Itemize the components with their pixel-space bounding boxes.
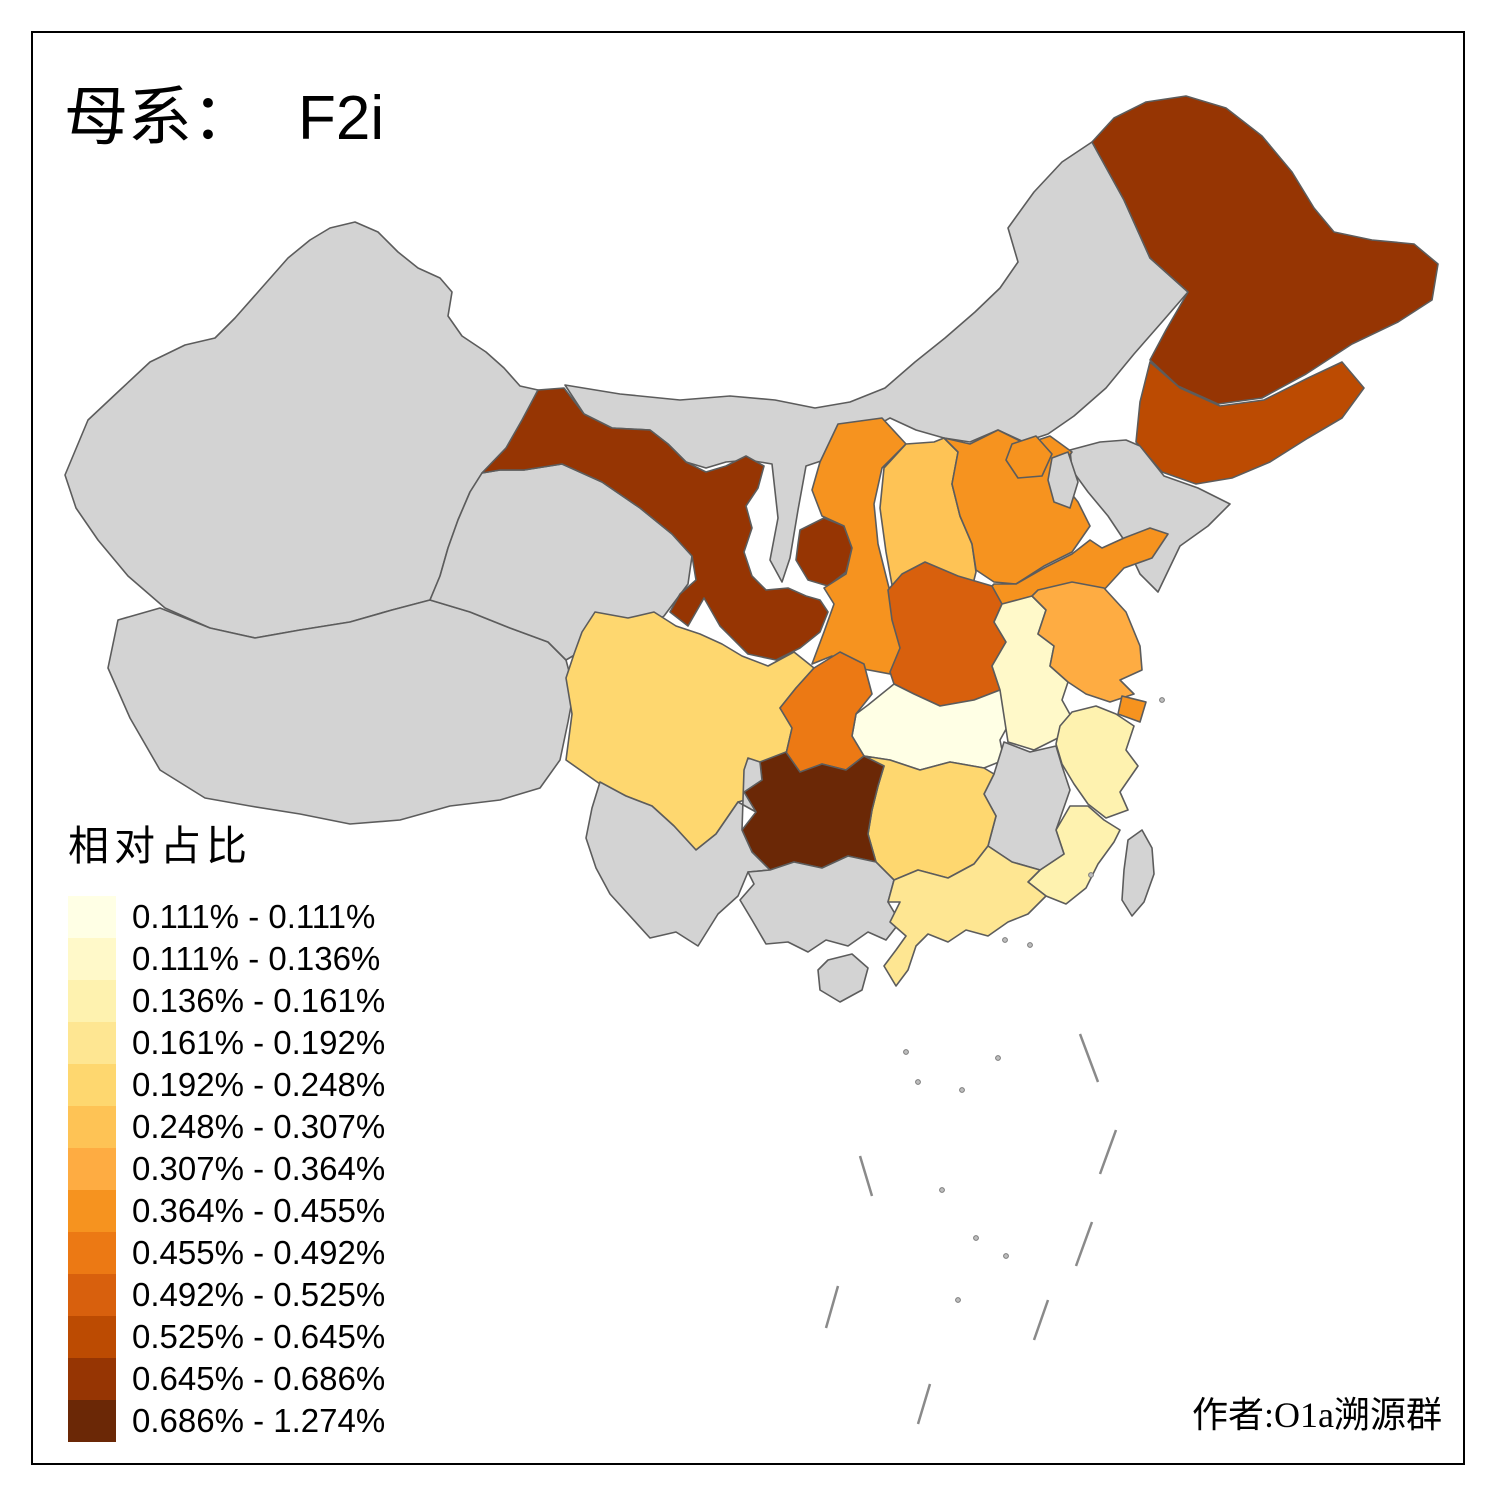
- legend-label: 0.686% - 1.274%: [132, 1402, 386, 1439]
- province-shanghai: [1117, 695, 1147, 723]
- legend: 相对占比 0.111% - 0.111% 0.111% - 0.136% 0.136…: [68, 812, 385, 1442]
- title-prefix: 母系：: [64, 82, 256, 153]
- island-dot: [973, 1235, 979, 1241]
- province-zhejiang: [1055, 705, 1139, 819]
- legend-label: 0.645% - 0.686%: [132, 1360, 386, 1397]
- legend-swatch: [68, 896, 116, 938]
- legend-swatch: [68, 1358, 116, 1400]
- province-beijing: [1005, 435, 1053, 479]
- legend-label: 0.525% - 0.645%: [132, 1318, 386, 1355]
- legend-swatch: [68, 1316, 116, 1358]
- island-dot: [995, 1055, 1001, 1061]
- province-heilongjiang: [1091, 95, 1439, 405]
- island-dot: [915, 1079, 921, 1085]
- legend-swatch: [68, 1064, 116, 1106]
- province-jiangsu: [1031, 581, 1143, 703]
- legend-row: 0.248% - 0.307%: [68, 1106, 385, 1148]
- legend-label: 0.161% - 0.192%: [132, 1024, 386, 1061]
- legend-swatch: [68, 1274, 116, 1316]
- legend-label: 0.492% - 0.525%: [132, 1276, 386, 1313]
- legend-row: 0.364% - 0.455%: [68, 1190, 385, 1232]
- province-tianjin: [1047, 451, 1079, 509]
- legend-swatch: [68, 1106, 116, 1148]
- legend-row: 0.525% - 0.645%: [68, 1316, 385, 1358]
- legend-row: 0.111% - 0.136%: [68, 938, 385, 980]
- legend-swatch: [68, 1190, 116, 1232]
- legend-label: 0.307% - 0.364%: [132, 1150, 386, 1187]
- island-dot: [1027, 942, 1033, 948]
- sea-boundary-dash: [1032, 1299, 1050, 1341]
- island-dot: [1088, 872, 1094, 878]
- province-guizhou: [741, 751, 885, 871]
- sea-boundary-dash: [1074, 1221, 1094, 1267]
- legend-swatch: [68, 1400, 116, 1442]
- legend-label: 0.111% - 0.136%: [132, 940, 381, 977]
- province-guangxi: [739, 855, 901, 953]
- province-liaoning: [1069, 439, 1231, 593]
- sea-boundary-dash: [916, 1383, 932, 1425]
- sea-boundary-dash: [1078, 1033, 1100, 1083]
- legend-row: 0.136% - 0.161%: [68, 980, 385, 1022]
- legend-title: 相对占比: [68, 823, 252, 869]
- sea-boundary-dash: [1098, 1129, 1118, 1175]
- legend-row: 0.645% - 0.686%: [68, 1358, 385, 1400]
- legend-label: 0.192% - 0.248%: [132, 1066, 386, 1103]
- legend-label: 0.364% - 0.455%: [132, 1192, 386, 1229]
- province-henan: [887, 561, 1007, 707]
- province-yunnan: [585, 757, 771, 947]
- legend-row: 0.307% - 0.364%: [68, 1148, 385, 1190]
- title-haplogroup: F2i: [298, 84, 385, 153]
- island-dot: [959, 1087, 965, 1093]
- legend-rows: 0.111% - 0.111% 0.111% - 0.136% 0.136% - 0…: [68, 896, 385, 1442]
- legend-label: 0.455% - 0.492%: [132, 1234, 386, 1271]
- legend-swatch: [68, 980, 116, 1022]
- legend-row: 0.492% - 0.525%: [68, 1274, 385, 1316]
- legend-label: 0.136% - 0.161%: [132, 982, 386, 1019]
- island-dot: [903, 1049, 909, 1055]
- province-guangdong: [883, 845, 1047, 987]
- island-dot: [1159, 697, 1165, 703]
- legend-row: 0.111% - 0.111%: [68, 896, 385, 938]
- island-dot: [1002, 937, 1008, 943]
- island-dot: [955, 1297, 961, 1303]
- legend-label: 0.248% - 0.307%: [132, 1108, 386, 1145]
- legend-swatch: [68, 938, 116, 980]
- legend-swatch: [68, 1148, 116, 1190]
- legend-swatch: [68, 1022, 116, 1064]
- legend-row: 0.192% - 0.248%: [68, 1064, 385, 1106]
- island-dot: [1003, 1253, 1009, 1259]
- attribution: 作者:O1a溯源群: [1192, 1395, 1442, 1435]
- legend-row: 0.161% - 0.192%: [68, 1022, 385, 1064]
- legend-swatch: [68, 1232, 116, 1274]
- province-hainan: [817, 953, 869, 1003]
- province-xizang: [107, 599, 575, 825]
- legend-row: 0.686% - 1.274%: [68, 1400, 385, 1442]
- province-taiwan: [1121, 829, 1155, 917]
- figure-title: 母系： F2i: [64, 66, 384, 158]
- sea-boundary-dash: [824, 1285, 840, 1329]
- sea-boundary-dash: [858, 1155, 874, 1197]
- island-dot: [939, 1187, 945, 1193]
- legend-label: 0.111% - 0.111%: [132, 898, 376, 935]
- province-gansu: [481, 387, 829, 661]
- legend-row: 0.455% - 0.492%: [68, 1232, 385, 1274]
